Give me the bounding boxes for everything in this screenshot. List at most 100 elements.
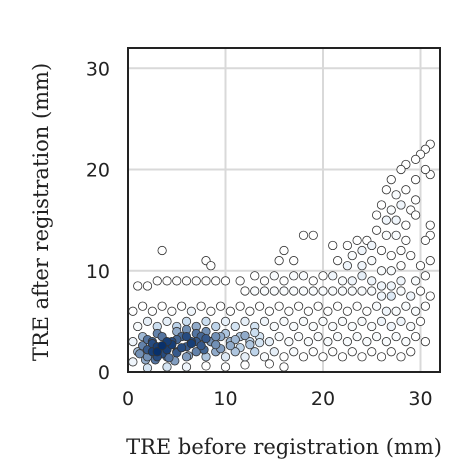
scatter-point: [333, 331, 343, 342]
scatter-point: [337, 352, 348, 362]
scatter-point: [376, 316, 387, 326]
scatter-point: [362, 337, 372, 347]
scatter-point: [396, 286, 406, 296]
scatter-point: [347, 286, 357, 296]
scatter-point: [201, 316, 211, 326]
scatter-point: [367, 240, 377, 251]
scatter-point: [376, 291, 387, 301]
scatter-point: [328, 271, 338, 281]
scatter-point: [391, 215, 401, 225]
scatter-point: [318, 271, 328, 281]
scatter-point: [186, 339, 196, 349]
scatter-point: [269, 321, 279, 332]
scatter-point: [152, 276, 162, 286]
scatter-point: [323, 306, 333, 316]
scatter-point: [279, 286, 289, 296]
scatter-point: [357, 316, 367, 326]
scatter-point: [220, 352, 231, 362]
scatter-point: [357, 261, 367, 271]
scatter-point: [240, 352, 250, 362]
scatter-point: [172, 276, 182, 286]
scatter-point: [211, 340, 221, 350]
scatter-point: [289, 286, 299, 296]
scatter-point: [230, 321, 240, 332]
scatter-point: [269, 347, 279, 357]
scatter-point: [245, 306, 255, 316]
scatter-point: [284, 306, 294, 316]
scatter-point: [328, 240, 338, 251]
scatter-point: [235, 276, 245, 286]
scatter-point: [259, 276, 270, 286]
scatter-point: [396, 164, 406, 175]
scatter-point: [303, 306, 313, 316]
y-tick-label: 0: [98, 362, 110, 384]
scatter-point: [128, 337, 138, 347]
scatter-point: [318, 352, 328, 362]
scatter-point: [142, 281, 153, 291]
scatter-point: [196, 301, 206, 311]
scatter-point: [157, 245, 167, 256]
scatter-point: [391, 306, 401, 316]
scatter-point: [133, 321, 143, 332]
scatter-point: [352, 301, 362, 311]
scatter-point: [298, 230, 309, 240]
scatter-point: [303, 337, 313, 347]
scatter-point: [138, 301, 148, 311]
scatter-point: [420, 301, 430, 311]
scatter-point: [220, 276, 231, 286]
scatter-point: [328, 347, 338, 357]
scatter-point: [240, 330, 250, 341]
scatter-point: [396, 261, 406, 271]
scatter-point: [411, 210, 421, 220]
scatter-point: [211, 321, 221, 332]
scatter-point: [415, 316, 426, 326]
scatter-point: [157, 341, 167, 351]
scatter-point: [142, 363, 153, 373]
scatter-point: [372, 210, 382, 220]
scatter-point: [337, 316, 348, 326]
scatter-point: [279, 276, 289, 286]
scatter-point: [323, 337, 333, 347]
scatter-point: [396, 316, 406, 326]
scatter-point: [357, 352, 367, 362]
scatter-point: [396, 352, 406, 362]
scatter-point: [381, 185, 391, 195]
scatter-point: [279, 245, 289, 256]
scatter-point: [250, 347, 260, 357]
scatter-point: [240, 316, 250, 326]
scatter-point: [352, 331, 362, 342]
scatter-point: [337, 276, 348, 286]
scatter-point: [420, 164, 430, 175]
scatter-point: [289, 347, 299, 357]
x-tick-label: 10: [213, 388, 237, 410]
scatter-point: [391, 190, 401, 200]
scatter-point: [177, 301, 187, 311]
scatter-point: [279, 352, 289, 362]
scatter-point: [328, 321, 338, 332]
scatter-point: [386, 250, 396, 261]
scatter-point: [181, 352, 192, 362]
scatter-point: [133, 281, 143, 291]
scatter-point: [201, 276, 211, 286]
scatter-point: [415, 286, 426, 296]
scatter-point: [298, 316, 309, 326]
x-tick-label: 0: [122, 388, 134, 410]
scatter-point: [376, 266, 387, 276]
scatter-point: [128, 357, 138, 367]
scatter-point: [255, 338, 265, 348]
scatter-point: [425, 220, 435, 230]
scatter-point: [406, 291, 416, 301]
scatter-point: [240, 360, 250, 370]
scatter-point: [411, 175, 421, 185]
scatter-point: [342, 337, 352, 347]
scatter-point: [337, 286, 348, 296]
scatter-point: [284, 337, 294, 347]
scatter-point: [298, 271, 309, 281]
scatter-point: [211, 276, 221, 286]
scatter-point: [308, 276, 318, 286]
scatter-point: [401, 337, 411, 347]
scatter-point: [342, 306, 352, 316]
plot-frame: [127, 47, 441, 373]
scatter-point: [333, 301, 343, 311]
